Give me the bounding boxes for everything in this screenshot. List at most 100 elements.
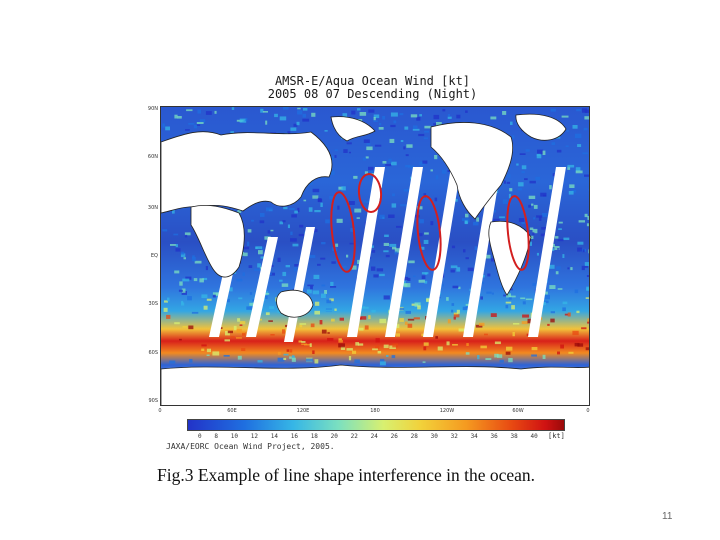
- wind-speckle-mark: [179, 338, 182, 341]
- wind-speckle-mark: [354, 359, 360, 364]
- wind-speckle-mark: [341, 186, 346, 191]
- wind-speckle-mark: [558, 228, 562, 230]
- wind-speckle-mark: [403, 188, 411, 192]
- wind-speckle-mark: [270, 229, 274, 232]
- wind-speckle-mark: [487, 273, 491, 277]
- south-america-land: [488, 220, 532, 296]
- wind-speckle-mark: [320, 202, 323, 207]
- wind-speckle-mark: [390, 112, 398, 117]
- wind-speckle-mark: [506, 346, 513, 351]
- wind-speckle-mark: [326, 299, 332, 304]
- wind-speckle-mark: [419, 219, 424, 224]
- wind-speckle-mark: [422, 160, 428, 164]
- lon-label-0: 0: [158, 408, 162, 414]
- wind-speckle-mark: [294, 210, 298, 214]
- wind-speckle-mark: [554, 236, 559, 239]
- wind-speckle-mark: [503, 180, 506, 184]
- wind-speckle-mark: [394, 248, 401, 253]
- wind-speckle-mark: [551, 243, 555, 248]
- wind-speckle-mark: [294, 264, 300, 267]
- wind-speckle-mark: [430, 169, 433, 172]
- wind-speckle-mark: [175, 248, 181, 252]
- wind-speckle-mark: [184, 234, 188, 238]
- colorbar-tick-label: 36: [490, 433, 498, 440]
- wind-speckle-mark: [424, 232, 429, 235]
- lon-label-60e: 60E: [227, 408, 237, 414]
- wind-speckle-mark: [399, 113, 404, 116]
- wind-speckle-mark: [532, 283, 540, 286]
- wind-speckle-mark: [206, 298, 212, 301]
- wind-speckle-mark: [403, 146, 406, 150]
- wind-speckle-mark: [377, 351, 382, 354]
- wind-speckle-mark: [335, 243, 339, 247]
- wind-speckle-mark: [175, 244, 178, 248]
- wind-speckle-mark: [277, 357, 285, 362]
- wind-speckle-mark: [196, 124, 201, 126]
- wind-speckle-mark: [257, 263, 261, 268]
- wind-speckle-mark: [174, 322, 180, 325]
- wind-speckle-mark: [391, 161, 397, 166]
- wind-speckle-mark: [417, 305, 421, 310]
- wind-speckle-mark: [331, 261, 336, 264]
- wind-speckle-mark: [529, 180, 536, 184]
- wind-speckle-mark: [277, 351, 281, 355]
- wind-speckle-mark: [541, 227, 547, 230]
- wind-speckle-mark: [407, 318, 415, 321]
- wind-speckle-mark: [312, 350, 315, 354]
- wind-speckle-mark: [225, 331, 230, 336]
- wind-speckle-mark: [375, 345, 380, 349]
- wind-speckle-mark: [311, 112, 316, 117]
- wind-speckle-mark: [251, 219, 254, 222]
- wind-speckle-mark: [331, 156, 334, 160]
- wind-speckle-mark: [329, 298, 334, 302]
- wind-speckle-mark: [290, 127, 297, 131]
- wind-speckle-mark: [418, 279, 425, 283]
- wind-speckle-mark: [261, 246, 264, 251]
- wind-speckle-mark: [184, 232, 191, 236]
- wind-speckle-mark: [413, 317, 420, 320]
- wind-speckle-mark: [575, 170, 583, 174]
- wind-speckle-mark: [314, 301, 320, 306]
- wind-speckle-mark: [371, 266, 376, 271]
- wind-speckle-mark: [565, 145, 569, 147]
- wind-speckle-mark: [506, 293, 511, 298]
- wind-speckle-mark: [536, 154, 542, 159]
- wind-speckle-mark: [181, 288, 186, 293]
- wind-speckle-mark: [224, 339, 230, 342]
- wind-speckle-mark: [334, 149, 338, 152]
- wind-speckle-mark: [404, 283, 411, 288]
- wind-speckle-mark: [568, 351, 574, 354]
- wind-speckle-mark: [358, 343, 364, 346]
- wind-speckle-mark: [588, 188, 589, 191]
- wind-speckle-mark: [485, 254, 491, 259]
- wind-speckle-mark: [453, 312, 459, 315]
- wind-speckle-mark: [352, 350, 357, 354]
- wind-speckle-mark: [169, 360, 176, 364]
- wind-speckle-mark: [242, 272, 245, 276]
- wind-speckle-mark: [370, 169, 374, 174]
- wind-speckle-mark: [586, 223, 589, 227]
- wind-speckle-mark: [320, 257, 326, 260]
- wind-speckle-mark: [281, 283, 289, 287]
- wind-speckle-mark: [481, 275, 485, 278]
- wind-speckle-mark: [558, 221, 563, 224]
- wind-speckle-mark: [566, 129, 569, 132]
- wind-speckle-mark: [547, 323, 550, 326]
- wind-speckle-mark: [370, 173, 376, 175]
- wind-speckle-mark: [517, 187, 523, 191]
- wind-speckle-mark: [574, 342, 580, 347]
- wind-speckle-mark: [359, 316, 367, 320]
- wind-speckle-mark: [554, 136, 561, 139]
- wind-speckle-mark: [330, 286, 337, 288]
- slide-number: 11: [662, 511, 673, 522]
- wind-speckle-mark: [508, 358, 513, 363]
- wind-speckle-mark: [547, 264, 555, 269]
- wind-speckle-mark: [287, 224, 290, 229]
- wind-speckle-mark: [577, 343, 584, 347]
- antarctica-land: [161, 364, 589, 405]
- wind-speckle-mark: [542, 213, 548, 217]
- wind-speckle-mark: [321, 293, 326, 298]
- wind-speckle-mark: [577, 144, 582, 147]
- wind-speckle-mark: [485, 358, 492, 360]
- wind-speckle-mark: [252, 299, 255, 302]
